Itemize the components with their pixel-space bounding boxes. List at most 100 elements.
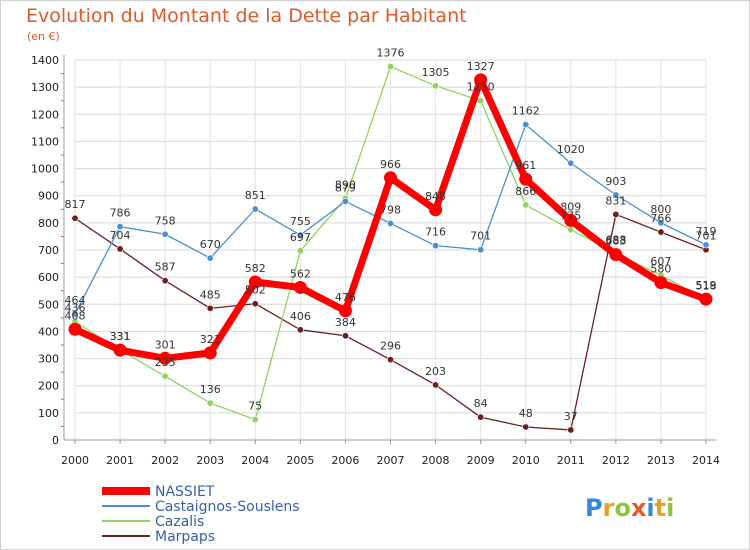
data-label-nassiet: 683 xyxy=(605,235,626,248)
data-point-castaignos-souslens xyxy=(657,219,665,227)
data-label-marpaps: 384 xyxy=(335,316,356,329)
x-tick-label: 2000 xyxy=(61,454,89,467)
data-point-cazalis xyxy=(206,399,214,407)
x-axis: 2000 2001 2002 2003 2004 2005 2006 2007 2008 2009… xyxy=(61,439,720,467)
data-label-cazalis: 1305 xyxy=(422,66,450,79)
y-tick-label: 300 xyxy=(38,353,59,366)
data-label-nassiet: 562 xyxy=(290,267,311,280)
data-point-marpaps xyxy=(386,356,394,364)
data-label-marpaps: 766 xyxy=(650,212,671,225)
logo-letter: x xyxy=(631,494,647,522)
data-point-nassiet xyxy=(248,275,262,289)
data-point-marpaps xyxy=(522,423,530,431)
data-point-cazalis xyxy=(567,226,575,234)
data-label-cazalis: 1376 xyxy=(377,47,405,60)
data-point-nassiet xyxy=(158,351,172,365)
data-label-marpaps: 485 xyxy=(200,288,221,301)
y-tick-label: 100 xyxy=(38,407,59,420)
data-label-nassiet: 961 xyxy=(515,159,536,172)
data-label-cazalis: 75 xyxy=(248,400,262,413)
data-point-castaignos-souslens xyxy=(116,223,124,231)
data-point-castaignos-souslens xyxy=(567,159,575,167)
legend-label-castaignos-souslens: Castaignos-Souslens xyxy=(155,499,300,515)
data-point-castaignos-souslens xyxy=(522,121,530,129)
data-label-marpaps: 84 xyxy=(474,397,488,410)
data-point-cazalis xyxy=(161,372,169,380)
y-tick-label: 1000 xyxy=(31,163,59,176)
legend-label-cazalis: Cazalis xyxy=(155,514,204,530)
y-tick-label: 1100 xyxy=(31,135,59,148)
data-label-castaignos-souslens: 851 xyxy=(245,189,266,202)
proxiti-logo: Proxiti xyxy=(585,494,674,522)
data-label-marpaps: 701 xyxy=(696,230,717,243)
data-label-cazalis: 235 xyxy=(155,356,176,369)
x-tick-label: 2008 xyxy=(422,454,450,467)
data-label-nassiet: 580 xyxy=(650,263,671,276)
data-label-castaignos-souslens: 798 xyxy=(380,203,401,216)
y-tick-label: 1300 xyxy=(31,81,59,94)
y-tick-label: 400 xyxy=(38,325,59,338)
data-point-nassiet xyxy=(564,213,578,227)
y-tick-label: 800 xyxy=(38,217,59,230)
y-axis: 0 100 200 300 400 500 600 700 800 900 1000 1100 1200… xyxy=(31,54,65,447)
y-tick-label: 600 xyxy=(38,271,59,284)
data-label-cazalis: 890 xyxy=(335,178,356,191)
y-tick-label: 0 xyxy=(52,434,59,447)
data-point-marpaps xyxy=(477,413,485,421)
x-tick-label: 2005 xyxy=(286,454,314,467)
data-label-cazalis: 1250 xyxy=(467,81,495,94)
data-point-nassiet xyxy=(699,292,713,306)
legend-label-nassiet: NASSIET xyxy=(155,484,215,500)
x-tick-label: 2014 xyxy=(692,454,720,467)
y-tick-label: 1200 xyxy=(31,108,59,121)
data-point-nassiet xyxy=(338,304,352,318)
chart-title: Evolution du Montant de la Dette par Hab… xyxy=(26,5,467,27)
data-label-marpaps: 406 xyxy=(290,310,311,323)
data-label-cazalis: 607 xyxy=(650,255,671,268)
data-point-castaignos-souslens xyxy=(206,254,214,262)
y-tick-label: 1400 xyxy=(31,54,59,67)
data-point-cazalis xyxy=(296,247,304,255)
data-label-cazalis: 688 xyxy=(605,233,626,246)
data-label-nassiet: 582 xyxy=(245,262,266,275)
data-label-nassiet: 848 xyxy=(425,190,446,203)
legend-label-marpaps: Marpaps xyxy=(155,529,215,545)
data-label-castaignos-souslens: 903 xyxy=(605,175,626,188)
data-point-cazalis xyxy=(386,63,394,71)
series-group xyxy=(68,63,713,434)
data-point-marpaps xyxy=(432,381,440,389)
x-tick-label: 2002 xyxy=(151,454,179,467)
data-label-cazalis: 518 xyxy=(696,279,717,292)
data-point-marpaps xyxy=(657,228,665,236)
data-label-castaignos-souslens: 758 xyxy=(155,214,176,227)
data-label-marpaps: 48 xyxy=(519,407,533,420)
y-tick-label: 700 xyxy=(38,244,59,257)
data-label-castaignos-souslens: 755 xyxy=(290,215,311,228)
x-tick-label: 2003 xyxy=(196,454,224,467)
data-label-nassiet: 1327 xyxy=(467,60,495,73)
data-label-cazalis: 436 xyxy=(65,302,86,315)
x-tick-label: 2011 xyxy=(557,454,585,467)
x-tick-label: 2006 xyxy=(331,454,359,467)
logo-letter: t xyxy=(655,494,666,522)
data-label-nassiet: 809 xyxy=(560,200,581,213)
data-label-marpaps: 37 xyxy=(564,410,578,423)
data-label-marpaps: 587 xyxy=(155,261,176,274)
data-label-nassiet: 966 xyxy=(380,158,401,171)
data-label-castaignos-souslens: 879 xyxy=(335,181,356,194)
x-tick-label: 2001 xyxy=(106,454,134,467)
data-label-castaignos-souslens: 719 xyxy=(696,225,717,238)
data-label-castaignos-souslens: 800 xyxy=(650,203,671,216)
data-point-marpaps xyxy=(251,300,259,308)
data-label-castaignos-souslens: 1162 xyxy=(512,105,540,118)
data-label-cazalis: 331 xyxy=(110,330,131,343)
data-point-castaignos-souslens xyxy=(612,191,620,199)
y-tick-label: 900 xyxy=(38,190,59,203)
data-point-nassiet xyxy=(68,322,82,336)
logo-letter: i xyxy=(666,494,674,522)
data-label-marpaps: 203 xyxy=(425,365,446,378)
logo-letter: r xyxy=(603,494,615,522)
